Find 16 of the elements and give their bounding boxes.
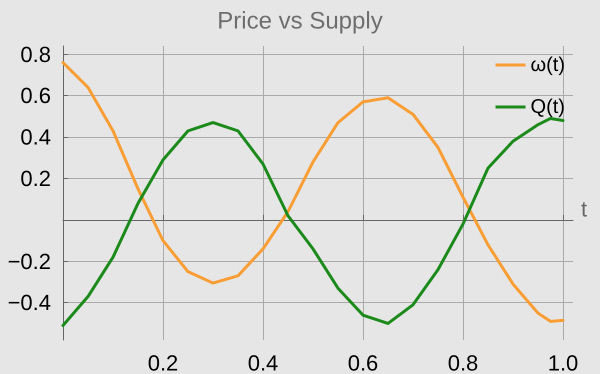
x-tick-label: 0.8 xyxy=(448,350,478,374)
y-tick-label: 0.6 xyxy=(20,83,51,108)
x-tick-label: 0.6 xyxy=(348,350,378,374)
x-tick-label: 0.2 xyxy=(148,350,178,374)
y-tick-label: 0.4 xyxy=(20,124,51,150)
legend-label: Q(t) xyxy=(530,96,565,118)
line-series xyxy=(62,116,564,328)
y-tick-label: 0.8 xyxy=(20,42,51,67)
x-tick-label: 1.0 xyxy=(548,350,578,374)
chart-title: Price vs Supply xyxy=(217,8,383,34)
y-tick-label: −0.2 xyxy=(8,248,51,274)
x-tick-label: 0.4 xyxy=(248,350,278,374)
y-tick-label: 0.2 xyxy=(20,166,51,192)
legend-label: ω(t) xyxy=(530,54,566,76)
x-axis-title: t xyxy=(581,196,588,222)
y-tick-label: −0.4 xyxy=(8,290,51,316)
